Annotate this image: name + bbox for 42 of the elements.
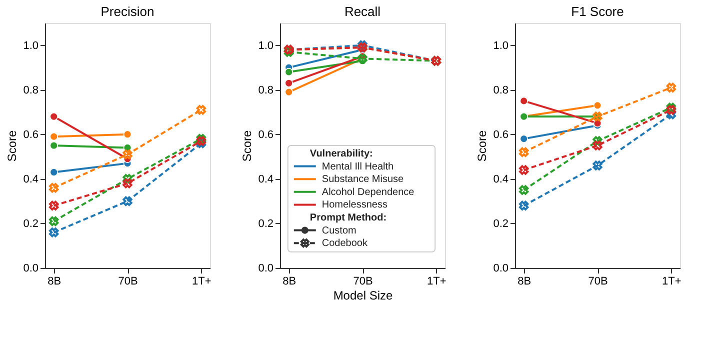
y-tick-label: 0.6 [493, 128, 508, 141]
x-tick-label: 8B [48, 276, 62, 288]
y-tick-label: 1.0 [493, 40, 508, 52]
y-axis-title: Score [240, 130, 254, 162]
annotation: Prompt Method: [310, 212, 387, 224]
annotation: Custom [322, 225, 356, 236]
y-tick-label: 0.8 [23, 84, 38, 96]
y-axis-title: Score [475, 130, 490, 162]
y-tick-label: 0.2 [23, 218, 38, 230]
y-tick-label: 0.8 [258, 84, 274, 96]
legend-label: Mental Ill Health [322, 161, 394, 172]
legend-label: Substance Misuse [322, 174, 404, 186]
y-tick-label: 0.4 [23, 173, 38, 186]
x-tick-label: 1T+ [192, 276, 212, 288]
chart-title: Precision [100, 4, 154, 19]
x-tick-label: 70B [118, 276, 138, 288]
chart-title: F1 Score [571, 4, 624, 19]
y-tick-label: 0.0 [258, 262, 274, 274]
y-axis-title: Score [5, 130, 20, 162]
y-tick-label: 0.4 [493, 173, 508, 186]
x-axis-title: Model Size [333, 288, 393, 302]
y-tick-label: 1.0 [23, 40, 38, 52]
legend-label: Alcohol Dependence [322, 186, 415, 198]
y-tick-label: 0.6 [258, 128, 274, 141]
y-tick-label: 0.4 [258, 173, 274, 186]
chart-title: Recall [344, 4, 381, 19]
x-tick-label: 1T+ [427, 276, 446, 288]
x-tick-label: 70B [588, 276, 608, 288]
y-tick-label: 0.0 [493, 262, 508, 274]
y-tick-label: 0.2 [258, 218, 274, 230]
y-tick-label: 0.0 [23, 262, 38, 274]
x-tick-label: 8B [282, 276, 296, 288]
x-tick-label: 1T+ [662, 276, 682, 288]
y-tick-label: 0.2 [493, 218, 508, 230]
y-tick-label: 0.8 [493, 84, 508, 96]
x-tick-label: 70B [353, 276, 373, 288]
legend-label: Homelessness [322, 200, 388, 211]
y-tick-label: 0.6 [23, 128, 38, 141]
annotation: Codebook [322, 238, 368, 250]
y-tick-label: 1.0 [258, 40, 274, 52]
x-tick-label: 8B [518, 276, 532, 288]
legend-title: Vulnerability: [310, 148, 373, 160]
